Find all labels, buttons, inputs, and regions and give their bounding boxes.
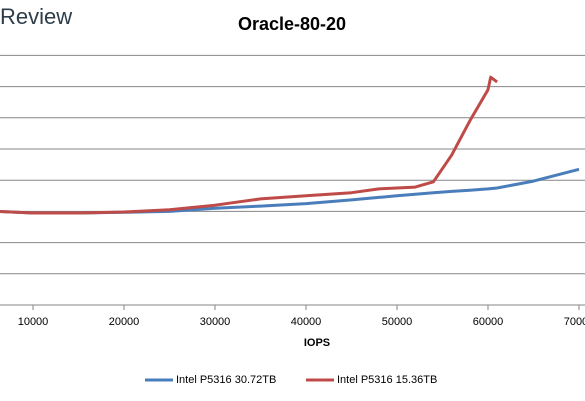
- x-tick-label: 50000: [382, 316, 413, 328]
- x-tick-label: 70000: [564, 316, 585, 328]
- legend-label: Intel P5316 15.36TB: [337, 374, 437, 386]
- x-tick-label: 20000: [109, 316, 140, 328]
- logo-text: Review: [0, 4, 72, 29]
- x-axis-label: IOPS: [304, 337, 330, 349]
- x-tick-label: 30000: [200, 316, 231, 328]
- series-line: [0, 75, 498, 215]
- x-tick-label: 60000: [473, 316, 504, 328]
- x-tick-label: 10000: [18, 316, 49, 328]
- chart-title: Oracle-80-20: [238, 14, 346, 34]
- series-line: [0, 167, 580, 215]
- legend-label: Intel P5316 30.72TB: [176, 374, 276, 386]
- x-tick-label: 40000: [291, 316, 322, 328]
